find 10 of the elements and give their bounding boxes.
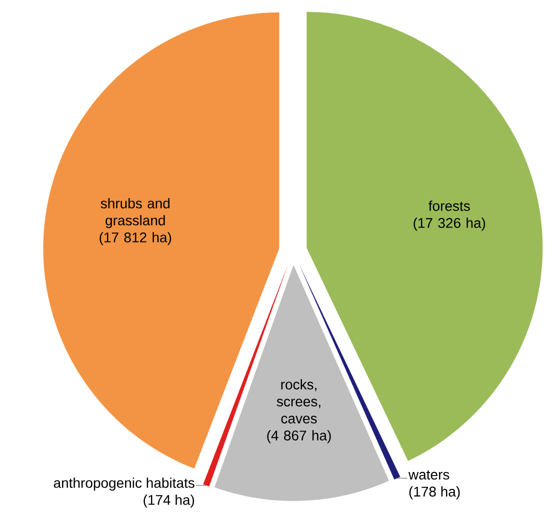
data-label: (174 ha) xyxy=(144,494,194,508)
slice-label: rocks, screes, caves xyxy=(276,379,320,424)
slice-label: waters xyxy=(408,470,450,480)
slice-label: anthropogenic habitats xyxy=(54,478,194,491)
data-label: (17 326 ha) xyxy=(414,218,486,231)
data-label: (17 812 ha) xyxy=(100,232,172,246)
slice-label: shrubs and grassland xyxy=(100,198,170,228)
data-label: (4 867 ha) xyxy=(267,430,331,444)
slice-label: forests xyxy=(428,200,470,211)
data-label: (178 ha) xyxy=(409,486,460,500)
